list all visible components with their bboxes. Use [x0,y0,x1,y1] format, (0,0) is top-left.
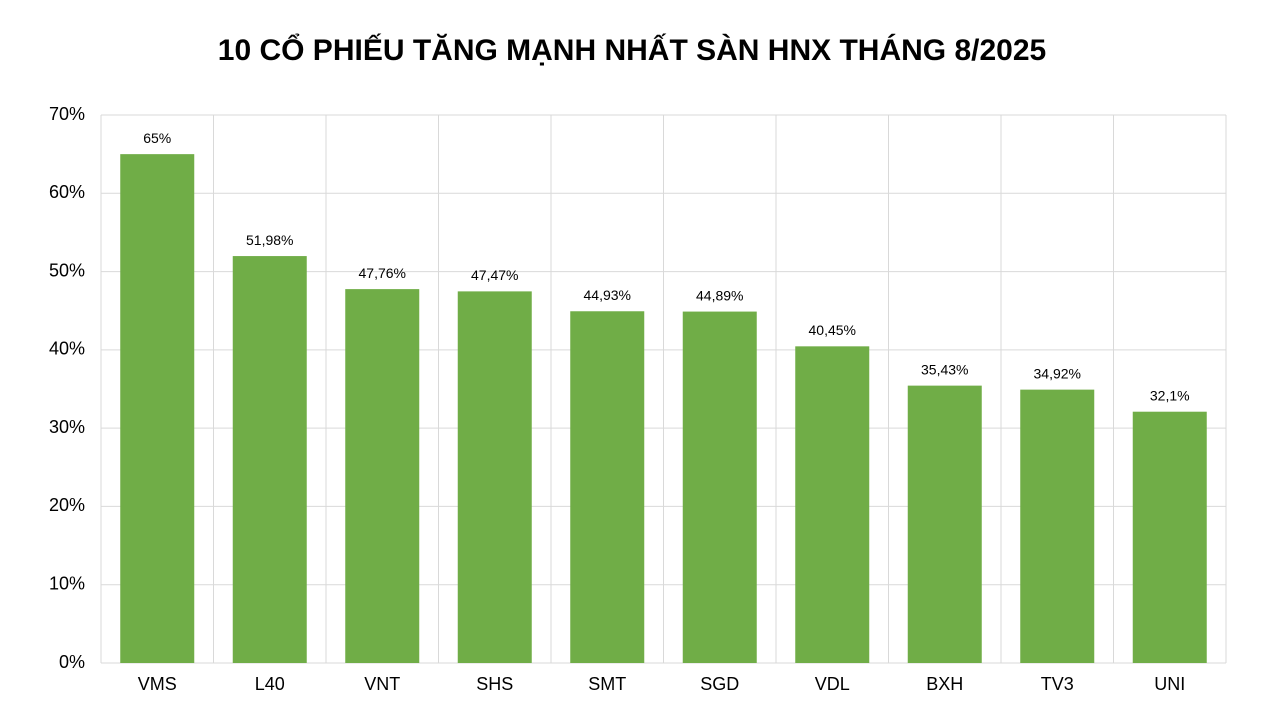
value-label: 32,1% [1150,387,1190,403]
y-tick-label: 60% [49,182,85,202]
x-tick-label: SHS [476,674,513,694]
bar [1020,389,1095,663]
x-tick-label: L40 [255,674,285,694]
bar [682,311,757,663]
bar [907,385,982,663]
y-tick-label: 0% [59,652,85,672]
chart-title: 10 CỔ PHIẾU TĂNG MẠNH NHẤT SÀN HNX THÁNG… [218,33,1046,67]
x-tick-label: VDL [815,674,850,694]
value-label: 65% [143,130,171,146]
x-tick-label: UNI [1154,674,1185,694]
y-tick-label: 10% [49,573,85,593]
x-tick-label: SMT [588,674,626,694]
value-label: 47,47% [471,267,518,283]
y-tick-label: 30% [49,417,85,437]
value-label: 44,93% [584,287,631,303]
value-label: 44,89% [696,287,743,303]
x-tick-label: TV3 [1041,674,1074,694]
value-label: 34,92% [1034,365,1081,381]
y-tick-label: 70% [49,104,85,124]
y-tick-label: 40% [49,339,85,359]
value-label: 51,98% [246,232,293,248]
y-tick-label: 50% [49,260,85,280]
bar [232,256,307,663]
value-label: 47,76% [359,265,406,281]
value-label: 40,45% [809,322,856,338]
bar [345,289,420,663]
bar [570,311,645,663]
y-tick-label: 20% [49,495,85,515]
bar [1132,411,1207,663]
x-tick-label: BXH [926,674,963,694]
x-tick-label: VNT [364,674,400,694]
x-tick-label: VMS [138,674,177,694]
value-label: 35,43% [921,361,968,377]
x-tick-label: SGD [700,674,739,694]
bar [795,346,870,663]
bar [457,291,532,663]
bar [120,154,195,663]
